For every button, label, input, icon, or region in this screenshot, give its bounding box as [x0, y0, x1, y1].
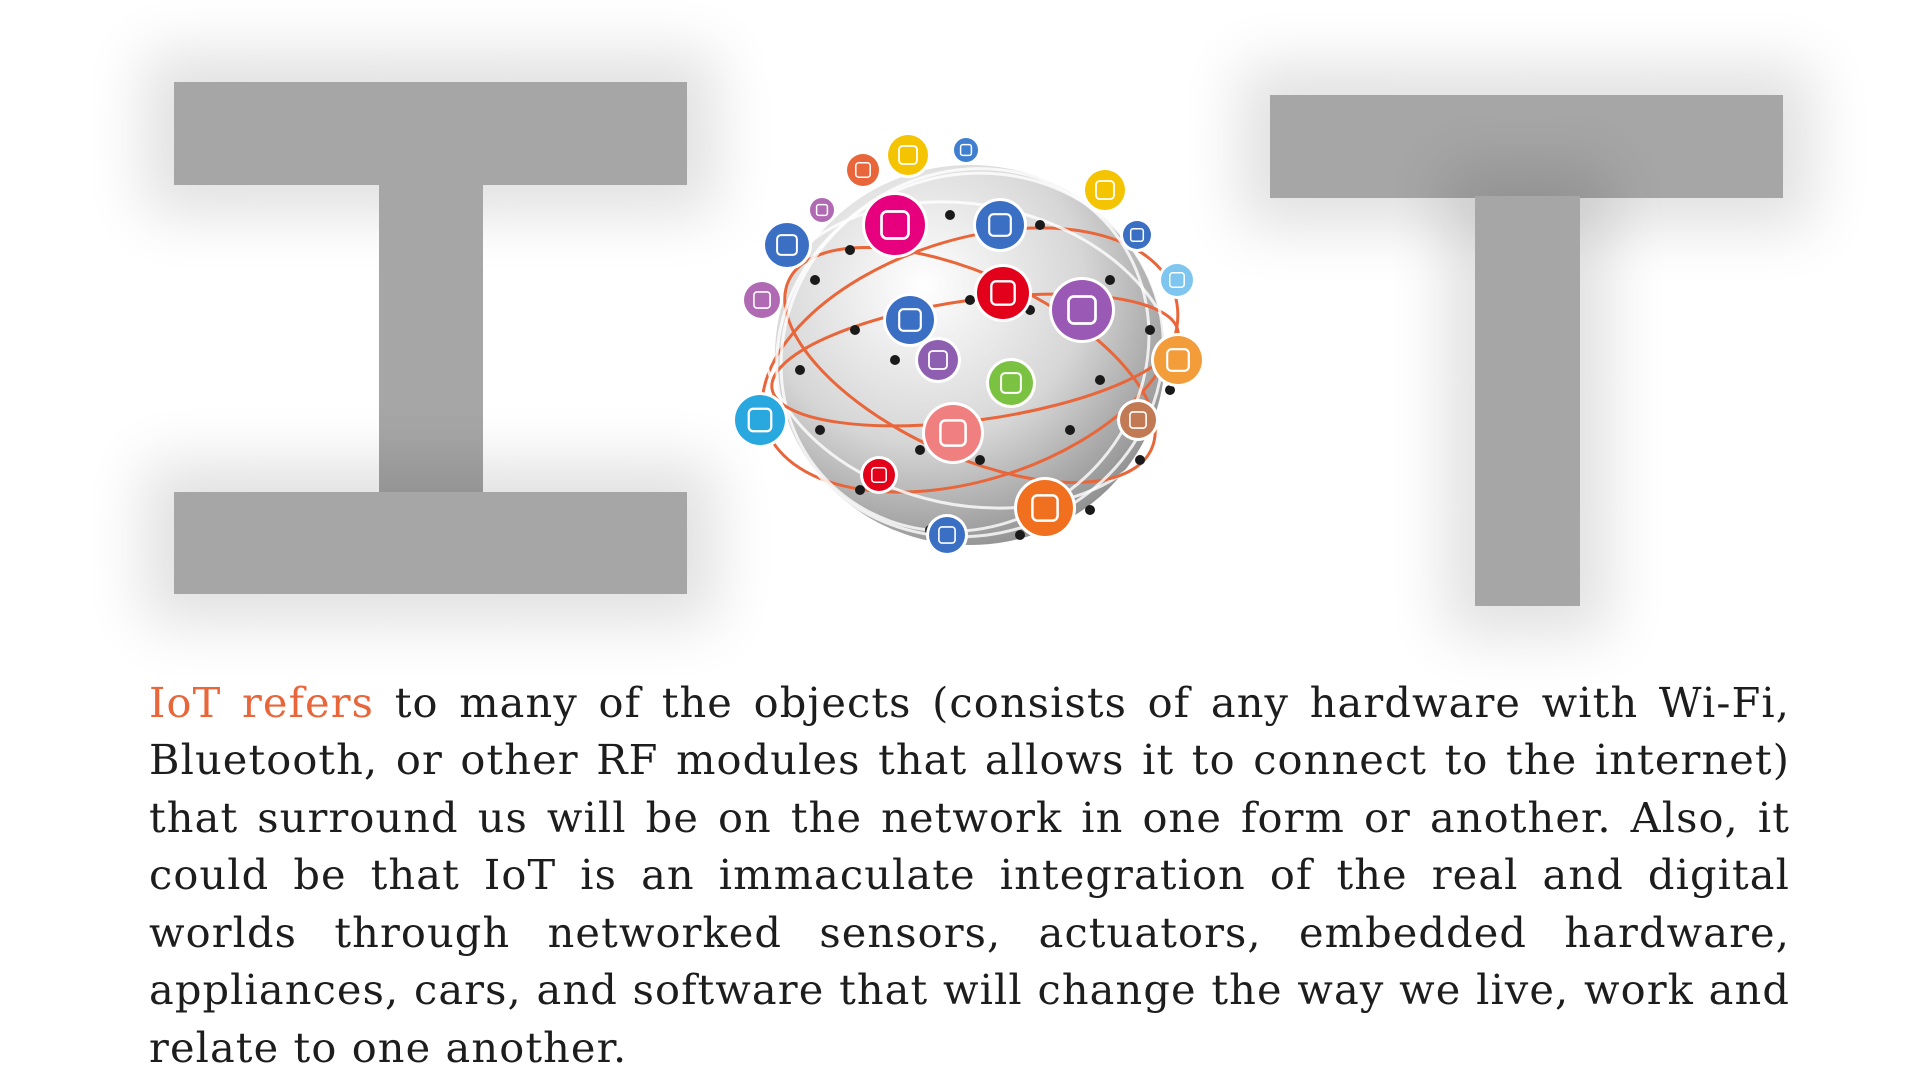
orbit-node	[850, 325, 860, 335]
description-body: to many of the objects (consists of any …	[149, 677, 1791, 1072]
network-hub-icon	[883, 293, 937, 347]
orbit-node	[795, 365, 805, 375]
people-icon	[922, 402, 984, 464]
orbit-node	[845, 245, 855, 255]
orbit-node	[890, 355, 900, 365]
orbit-node	[975, 455, 985, 465]
wifi-icon	[986, 358, 1036, 408]
car-icon	[860, 456, 898, 494]
headset-icon	[926, 514, 968, 556]
truck-icon	[741, 279, 783, 321]
tablet-icon	[1151, 333, 1205, 387]
orbit-node	[810, 275, 820, 285]
chip-card-icon	[1082, 167, 1128, 213]
orbit-node	[1095, 375, 1105, 385]
robot-icon	[951, 135, 981, 165]
iot-description: IoT refers to many of the objects (consi…	[149, 674, 1790, 1077]
cloud-icon	[1158, 261, 1196, 299]
ship-icon	[732, 392, 788, 448]
orbit-node	[915, 445, 925, 455]
satellite-icon	[807, 195, 837, 225]
orbit-node	[1065, 425, 1075, 435]
letter-i-stem	[379, 182, 483, 494]
globe-icons	[732, 132, 1205, 556]
letter-t-stem	[1475, 196, 1580, 606]
orbit-node	[1085, 505, 1095, 515]
orbit-node	[945, 210, 955, 220]
orbit-node	[1165, 385, 1175, 395]
orbit-node	[1035, 220, 1045, 230]
letter-i-bottom-bar	[174, 492, 687, 594]
orbit-node	[965, 295, 975, 305]
factory-robot-icon	[974, 264, 1032, 322]
orbit-node	[1135, 455, 1145, 465]
chip-icon	[885, 132, 931, 178]
face-recognition-icon	[1049, 277, 1115, 343]
orbit-node	[855, 485, 865, 495]
orbit-node	[1105, 275, 1115, 285]
circuit-search-icon	[862, 192, 928, 258]
letter-t-top-bar	[1270, 95, 1783, 198]
orbit-node	[1145, 325, 1155, 335]
smart-city-icon	[973, 198, 1027, 252]
iot-globe-illustration	[732, 132, 1205, 556]
server-icon	[915, 337, 961, 383]
description-highlight: IoT refers	[149, 677, 375, 727]
drone-icon	[1014, 477, 1076, 539]
shield-icon	[1117, 399, 1159, 441]
router-icon	[844, 151, 882, 189]
orbit-node	[1015, 530, 1025, 540]
mail-icon	[762, 220, 812, 270]
chat-bubble-icon	[1120, 218, 1154, 252]
letter-i-top-bar	[174, 82, 687, 185]
orbit-node	[815, 425, 825, 435]
